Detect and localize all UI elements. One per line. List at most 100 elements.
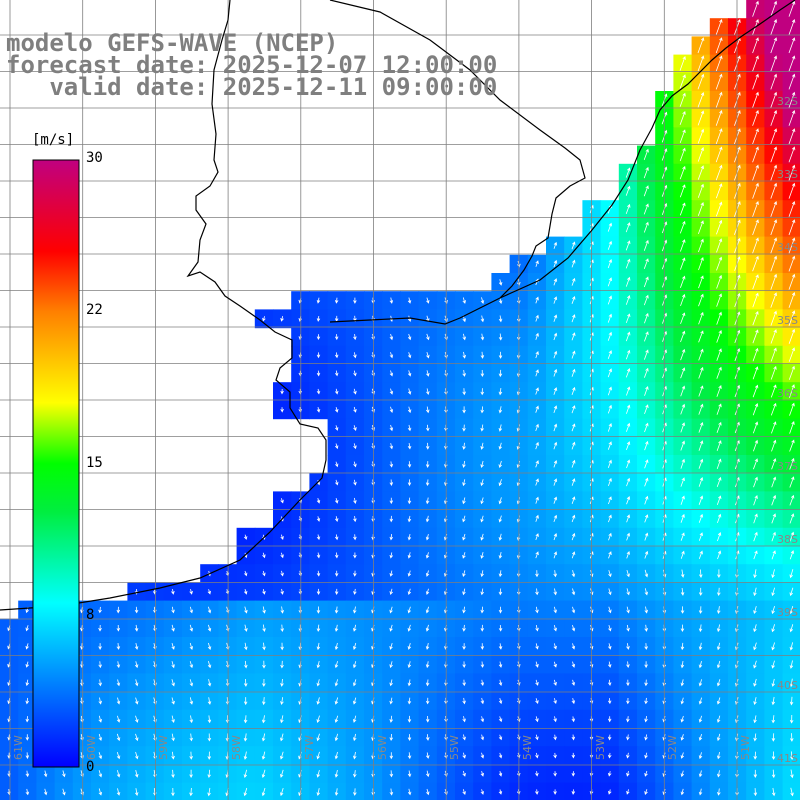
wind-arrow [353, 516, 357, 523]
wind-arrow [753, 458, 758, 470]
wind-arrow [679, 92, 686, 107]
wind-arrows [7, 0, 796, 797]
wind-arrow [407, 333, 412, 341]
wind-arrow [498, 388, 503, 396]
wind-arrow [389, 570, 393, 577]
wind-arrow [771, 421, 777, 434]
wind-arrow [715, 91, 723, 108]
wind-arrow [752, 311, 759, 326]
wind-arrow [389, 461, 394, 468]
wind-arrow [644, 404, 649, 415]
wind-arrow [280, 552, 284, 559]
wind-arrow [607, 277, 612, 287]
wind-arrow [716, 219, 723, 235]
wind-arrow [553, 460, 558, 468]
wind-arrow [625, 240, 631, 251]
wind-arrow [770, 273, 778, 290]
wind-arrow [608, 514, 612, 523]
colorbar-tick-15: 15 [86, 455, 103, 471]
latitude-label: 37S [777, 460, 798, 473]
wind-arrow [571, 405, 576, 414]
wind-arrow [752, 55, 759, 72]
wind-arrow [480, 497, 484, 505]
wind-arrow [717, 532, 722, 542]
wind-arrow [679, 111, 686, 125]
wind-arrow [770, 55, 778, 72]
wind-arrow [680, 422, 686, 433]
wind-arrow [462, 460, 466, 469]
wind-arrow [607, 313, 612, 323]
wind-arrow [752, 0, 759, 17]
wind-arrow [389, 424, 394, 432]
wind-arrow [680, 458, 685, 469]
wind-arrow [753, 513, 758, 524]
wind-cell [782, 728, 800, 747]
wind-arrow [535, 496, 539, 504]
wind-arrow [608, 551, 612, 559]
wind-arrow [407, 497, 412, 505]
wind-arrow [334, 388, 339, 395]
wind-cell [54, 782, 74, 800]
wind-arrow [753, 531, 758, 542]
wind-arrow [626, 441, 631, 451]
wind-arrow [407, 424, 412, 432]
wind-arrow [407, 297, 412, 304]
wind-arrow [788, 273, 796, 290]
wind-arrow [770, 292, 777, 308]
wind-arrow [353, 461, 357, 468]
wind-arrow [553, 423, 558, 432]
wind-arrow [316, 315, 321, 322]
wind-arrow [553, 441, 558, 450]
wind-arrow [644, 514, 649, 523]
wind-arrow [571, 570, 576, 578]
wind-arrow [498, 515, 502, 523]
wind-arrow [608, 570, 612, 578]
wind-arrow [643, 166, 649, 179]
wind-arrow [316, 370, 321, 377]
wind-arrow [353, 534, 357, 541]
wind-arrow [389, 479, 394, 486]
wind-arrow [607, 423, 612, 432]
wind-arrow [770, 146, 778, 163]
wind-arrow [698, 458, 704, 469]
wind-arrow [462, 333, 466, 341]
latitude-label: 34S [777, 241, 798, 254]
wind-arrow [571, 441, 576, 450]
longitude-label: 56W [375, 735, 389, 760]
wind-arrow [334, 370, 339, 377]
wind-arrow [571, 551, 576, 559]
wind-arrow [788, 201, 796, 217]
wind-arrow [462, 388, 466, 396]
wind-arrow [770, 37, 778, 54]
wind-arrow [680, 330, 686, 343]
wind-arrow [697, 128, 705, 144]
wind-arrow [462, 515, 466, 523]
wind-arrow [698, 330, 704, 343]
wind-arrow [789, 531, 795, 542]
wind-arrow [752, 91, 759, 108]
wind-arrow [643, 258, 649, 269]
wind-arrow [715, 37, 723, 54]
wind-arrow [626, 477, 631, 487]
latitude-label: 39S [777, 606, 798, 619]
wind-arrow [389, 497, 394, 505]
wind-arrow [698, 257, 704, 271]
wind-arrow [425, 424, 430, 432]
wind-arrow [770, 384, 777, 398]
wind-arrow [498, 533, 503, 541]
wind-arrow [752, 237, 759, 254]
wind-arrow [316, 497, 321, 504]
wind-arrow [535, 332, 539, 340]
wind-arrow [389, 388, 394, 395]
wind-arrow [426, 351, 430, 359]
wind-arrow [425, 479, 430, 487]
latitude-label: 32S [777, 95, 798, 108]
wind-arrow [353, 497, 357, 504]
wind-arrow [697, 183, 704, 198]
wind-arrow [644, 532, 649, 541]
wind-arrow [498, 369, 503, 378]
wind-arrow [480, 424, 484, 432]
wind-arrow [770, 310, 777, 326]
wind-arrow [788, 73, 796, 90]
wind-arrow [644, 495, 649, 505]
